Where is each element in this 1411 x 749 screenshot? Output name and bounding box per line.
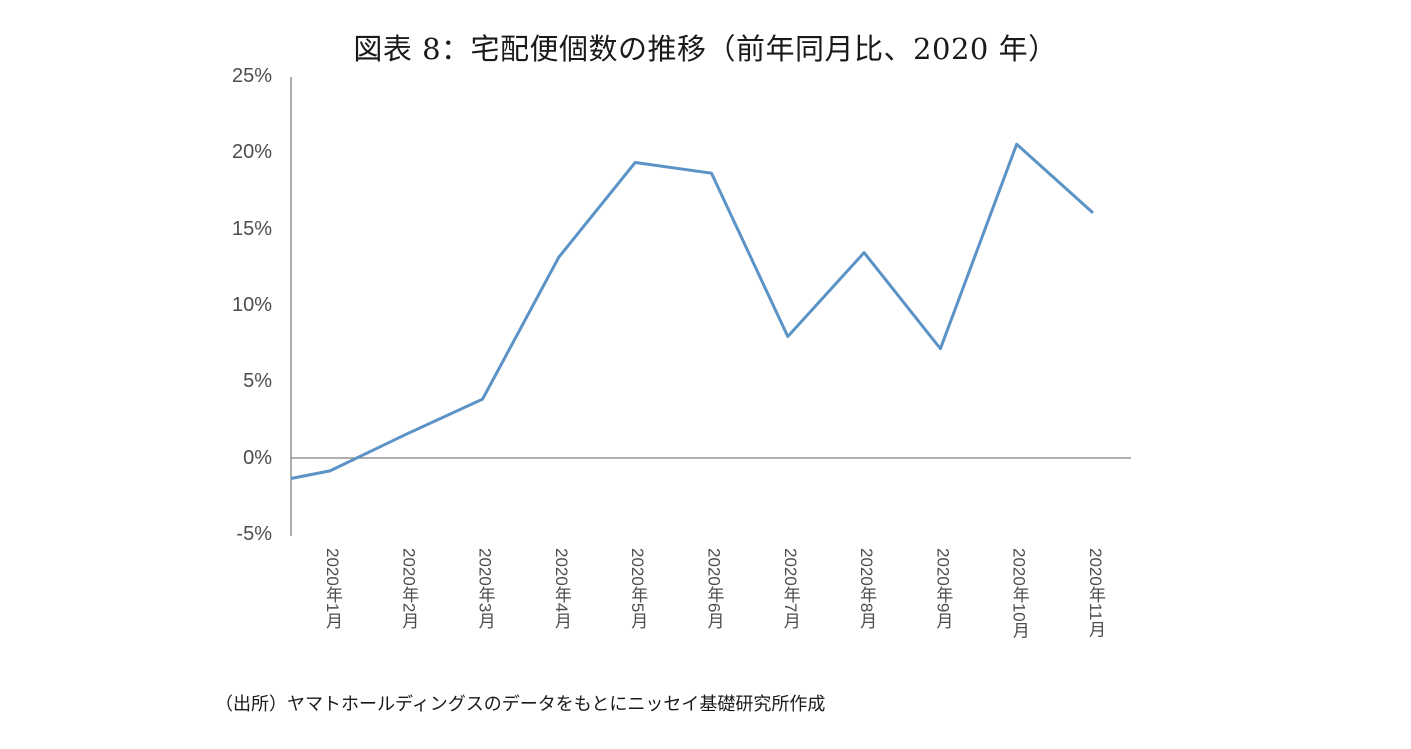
y-tick-label: 5% [243,370,272,393]
y-tick-label: 10% [231,294,272,316]
y-tick-label: 15% [231,217,272,240]
x-tick-label: 2020年10月 [1009,548,1029,639]
x-tick-label: 2020年8月 [857,548,877,630]
y-tick-label: 20% [231,141,272,164]
y-tick-label: 0% [243,446,272,469]
x-tick-label: 2020年1月 [323,548,342,630]
y-tick-label: 25% [231,65,272,87]
x-tick-label: 2020年5月 [628,548,648,630]
x-tick-label: 2020年4月 [551,548,571,630]
x-tick-label: 2020年3月 [475,548,495,630]
chart-title: 図表 8：宅配便個数の推移（前年同月比、2020 年） [353,32,1058,66]
y-tick-label: -5% [236,523,272,545]
x-tick-label: 2020年9月 [933,548,953,630]
x-tick-label: 2020年2月 [399,548,419,630]
x-tick-label: 2020年11月 [1086,548,1105,638]
x-tick-label: 2020年7月 [780,548,800,630]
source-note: （出所）ヤマトホールディングスのデータをもとにニッセイ基礎研究所作成 [215,694,826,715]
series-line [290,142,1095,480]
x-tick-label: 2020年6月 [704,548,724,630]
